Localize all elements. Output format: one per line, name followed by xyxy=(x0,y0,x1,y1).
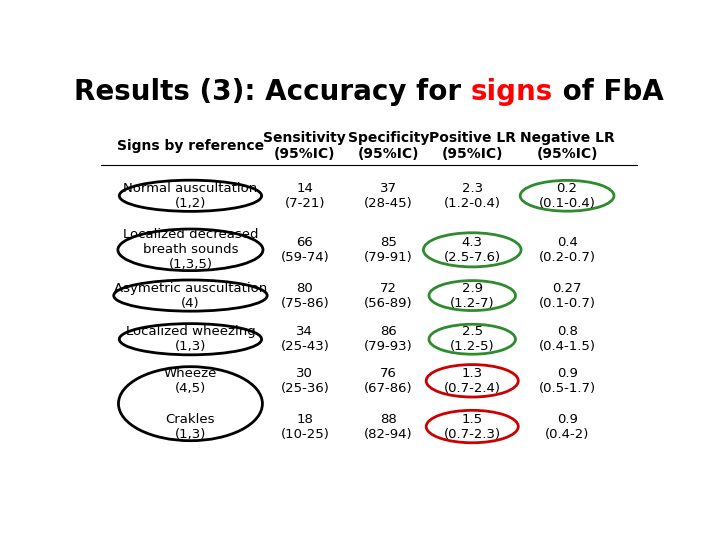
Text: Asymetric auscultation
(4): Asymetric auscultation (4) xyxy=(114,281,267,309)
Text: 76
(67-86): 76 (67-86) xyxy=(364,367,413,395)
Text: Wheeze
(4,5): Wheeze (4,5) xyxy=(163,367,217,395)
Text: 34
(25-43): 34 (25-43) xyxy=(280,325,329,353)
Text: 0.9
(0.5-1.7): 0.9 (0.5-1.7) xyxy=(539,367,595,395)
Text: 0.2
(0.1-0.4): 0.2 (0.1-0.4) xyxy=(539,182,595,210)
Text: 72
(56-89): 72 (56-89) xyxy=(364,281,413,309)
Text: 37
(28-45): 37 (28-45) xyxy=(364,182,413,210)
Text: 1.5
(0.7-2.3): 1.5 (0.7-2.3) xyxy=(444,413,501,441)
Text: 0.4
(0.2-0.7): 0.4 (0.2-0.7) xyxy=(539,236,595,264)
Text: 18
(10-25): 18 (10-25) xyxy=(280,413,329,441)
Text: 86
(79-93): 86 (79-93) xyxy=(364,325,413,353)
Text: Normal auscultation
(1,2): Normal auscultation (1,2) xyxy=(123,182,258,210)
Text: 0.8
(0.4-1.5): 0.8 (0.4-1.5) xyxy=(539,325,595,353)
Text: 2.9
(1.2-7): 2.9 (1.2-7) xyxy=(450,281,495,309)
Text: Specificity
(95%IC): Specificity (95%IC) xyxy=(348,131,429,161)
Text: 4.3
(2.5-7.6): 4.3 (2.5-7.6) xyxy=(444,236,501,264)
Text: Negative LR
(95%IC): Negative LR (95%IC) xyxy=(520,131,614,161)
Text: 0.9
(0.4-2): 0.9 (0.4-2) xyxy=(545,413,589,441)
Text: Sensitivity
(95%IC): Sensitivity (95%IC) xyxy=(264,131,346,161)
Text: Localized decreased
breath sounds
(1,3,5): Localized decreased breath sounds (1,3,5… xyxy=(122,228,258,271)
Text: 2.3
(1.2-0.4): 2.3 (1.2-0.4) xyxy=(444,182,500,210)
Text: 30
(25-36): 30 (25-36) xyxy=(280,367,329,395)
Text: 0.27
(0.1-0.7): 0.27 (0.1-0.7) xyxy=(539,281,595,309)
Text: Localized wheezing
(1,3): Localized wheezing (1,3) xyxy=(125,325,256,353)
Text: 80
(75-86): 80 (75-86) xyxy=(281,281,329,309)
Text: Results (3): Accuracy for: Results (3): Accuracy for xyxy=(74,78,471,106)
Text: 1.3
(0.7-2.4): 1.3 (0.7-2.4) xyxy=(444,367,500,395)
Text: of FbA: of FbA xyxy=(553,78,664,106)
Text: signs: signs xyxy=(471,78,553,106)
Text: Positive LR
(95%IC): Positive LR (95%IC) xyxy=(428,131,516,161)
Text: 88
(82-94): 88 (82-94) xyxy=(364,413,413,441)
Text: 14
(7-21): 14 (7-21) xyxy=(284,182,325,210)
Text: 2.5
(1.2-5): 2.5 (1.2-5) xyxy=(450,325,495,353)
Text: 85
(79-91): 85 (79-91) xyxy=(364,236,413,264)
Text: 66
(59-74): 66 (59-74) xyxy=(281,236,329,264)
Text: Crakles
(1,3): Crakles (1,3) xyxy=(166,413,215,441)
Text: Signs by reference: Signs by reference xyxy=(117,139,264,153)
